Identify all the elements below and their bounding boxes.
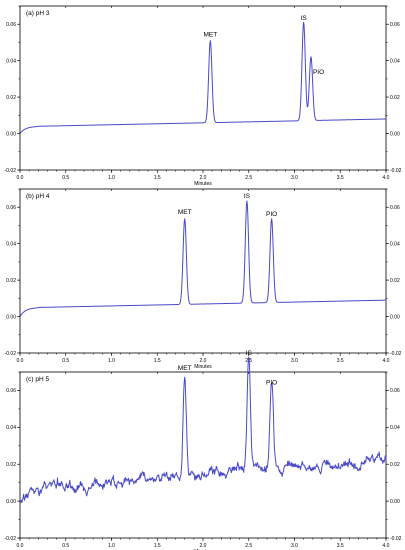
x-tick-label: 1.0: [108, 543, 115, 549]
y-tick-label-left: -0.02: [5, 536, 17, 542]
y-tick-label-left: 0.00: [6, 314, 16, 320]
y-tick-label-left: 0.02: [6, 95, 16, 101]
x-tick-label: 2.0: [200, 543, 207, 549]
x-tick-label: 3.0: [291, 175, 298, 181]
x-tick-label: 4.0: [383, 358, 390, 364]
x-tick-label: 3.5: [337, 358, 344, 364]
peak-label-is: IS: [244, 193, 251, 200]
y-tick-label-right: -0.02: [390, 351, 402, 357]
x-tick-label: 0.0: [17, 358, 24, 364]
x-tick-label: 3.5: [337, 543, 344, 549]
plot-frame: [19, 371, 387, 539]
peak-label-pio: PIO: [266, 380, 277, 387]
y-tick-label-right: 0.06: [390, 22, 400, 28]
y-tick-label-left: 0.06: [6, 22, 16, 28]
x-tick-label: 1.0: [108, 358, 115, 364]
y-tick-label-right: 0.00: [390, 131, 400, 137]
plot-frame: [19, 188, 387, 354]
peak-label-met: MET: [178, 365, 192, 372]
y-tick-label-right: 0.02: [390, 462, 400, 468]
x-tick-label: 1.5: [154, 358, 161, 364]
chart-panel-2: 0.0 0.5 1.0 1.5 2.0 2.5 3.0 3.5 4.00.060.040.020…: [5, 188, 402, 370]
x-tick-label: 3.0: [291, 543, 298, 549]
y-tick-label-right: -0.02: [390, 536, 402, 542]
x-tick-label: 3.5: [337, 175, 344, 181]
chromatogram-trace: [19, 200, 387, 317]
x-tick-label: 4.0: [383, 543, 390, 549]
peak-label-is: IS: [301, 15, 308, 22]
y-tick-label-left: 0.02: [6, 278, 16, 284]
y-tick-label-right: 0.00: [390, 314, 400, 320]
x-tick-label: 0.0: [17, 175, 24, 181]
y-tick-label-right: 0.02: [390, 95, 400, 101]
peak-label-met: MET: [178, 209, 192, 216]
y-tick-label-left: -0.02: [5, 168, 17, 174]
x-tick-label: 0.5: [62, 175, 69, 181]
y-tick-label-right: 0.02: [390, 278, 400, 284]
y-tick-label-right: -0.02: [390, 168, 402, 174]
y-tick-label-right: 0.00: [390, 499, 400, 505]
x-tick-label: 3.0: [291, 358, 298, 364]
y-tick-label-right: 0.06: [390, 388, 400, 394]
peak-label-is: IS: [246, 350, 253, 357]
y-tick-label-left: 0.04: [6, 425, 16, 431]
peak-label-pio: PIO: [313, 69, 324, 76]
y-tick-label-left: 0.04: [6, 241, 16, 247]
y-tick-label-left: 0.04: [6, 58, 16, 64]
x-tick-label: 1.5: [154, 543, 161, 549]
y-tick-label-left: 0.06: [6, 388, 16, 394]
y-tick-label-right: 0.04: [390, 241, 400, 247]
chart-panel-1: 0.0 0.5 1.0 1.5 2.0 2.5 3.0 3.5 4.0 0.06 0.04 0.02 0…: [5, 5, 402, 187]
y-tick-label-left: -0.02: [5, 351, 17, 357]
panel-title: (a) pH 3: [26, 10, 50, 17]
plot-frame: [19, 5, 387, 171]
x-tick-label: 1.0: [108, 175, 115, 181]
x-tick-label: 2.5: [245, 543, 252, 549]
x-tick-label: 1.5: [154, 175, 161, 181]
chromatogram-trace: [19, 356, 387, 504]
x-axis-title: Minutes: [194, 181, 212, 187]
x-tick-label: 2.0: [200, 358, 207, 364]
chromatogram-trace: [19, 21, 387, 134]
y-tick-label-right: 0.06: [390, 205, 400, 211]
y-tick-label-left: 0.00: [6, 499, 16, 505]
x-tick-label: 2.5: [245, 175, 252, 181]
chart-panel-3: 0.0 0.5 1.0 1.5 2.0 2.5 3.0 3.5 4.0 0.06 0.04 0.02 0…: [5, 350, 402, 550]
peak-label-pio: PIO: [266, 211, 277, 218]
y-tick-label-left: 0.00: [6, 131, 16, 137]
x-tick-label: 0.5: [62, 543, 69, 549]
peak-label-met: MET: [203, 32, 217, 39]
panel-title: (c) pH 5: [26, 376, 50, 383]
x-tick-label: 4.0: [383, 175, 390, 181]
y-tick-label-right: 0.04: [390, 425, 400, 431]
x-axis-title: Minutes: [194, 364, 212, 370]
panel-title: (b) pH 4: [26, 193, 50, 200]
x-tick-label: 2.0: [200, 175, 207, 181]
x-tick-label: 0.5: [62, 358, 69, 364]
x-tick-label: 0.0: [17, 543, 24, 549]
y-tick-label-right: 0.04: [390, 58, 400, 64]
y-tick-label-left: 0.06: [6, 205, 16, 211]
y-tick-label-left: 0.02: [6, 462, 16, 468]
